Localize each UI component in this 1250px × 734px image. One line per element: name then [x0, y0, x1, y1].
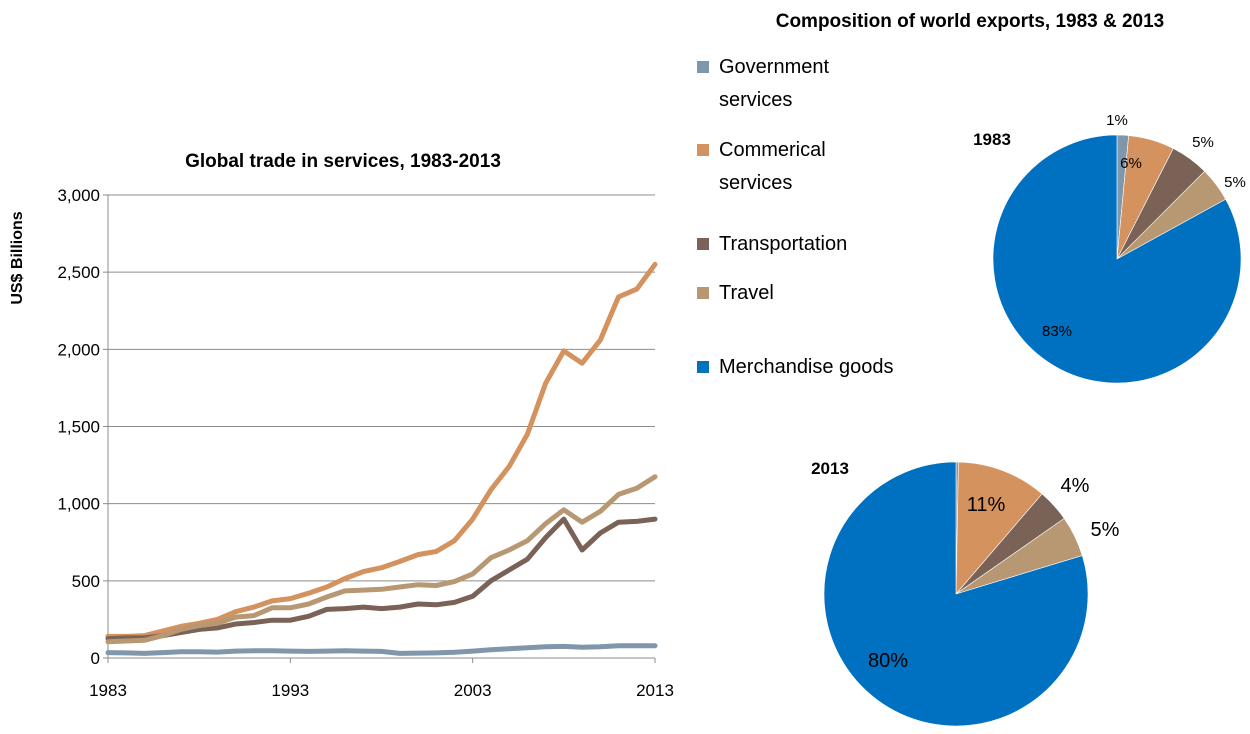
y-tick-label: 2,000 — [57, 340, 100, 359]
series-line-government — [105, 643, 658, 656]
pie-2013-label-commercial: 11% — [967, 494, 1006, 516]
y-tick-label: 1,000 — [57, 495, 100, 514]
x-tick-label: 1983 — [89, 681, 127, 700]
pie-2013-slice-commercial — [955, 461, 1043, 595]
legend-label-merchandise: Merchandise goods — [719, 356, 894, 378]
line-chart-title: Global trade in services, 1983-2013 — [185, 151, 501, 172]
pie-1983-label-travel: 5% — [1224, 174, 1246, 191]
legend-label-commercial: services — [719, 172, 792, 194]
y-tick-label: 1,500 — [57, 418, 100, 437]
legend-label-travel: Travel — [719, 282, 774, 304]
legend-swatch-transportation — [697, 238, 709, 250]
pie-charts: 1%6%5%5%83%11%4%5%80% — [823, 112, 1246, 727]
legend-label-commercial: Commerical — [719, 139, 826, 161]
y-tick-label: 0 — [91, 649, 100, 668]
series-line-travel — [105, 474, 658, 645]
pie-1983-label-government: 1% — [1106, 112, 1128, 129]
y-tick-label: 500 — [72, 572, 100, 591]
series-line-transportation — [105, 516, 658, 642]
x-tick-label: 2003 — [454, 681, 492, 700]
pie-2013-label-travel: 5% — [1091, 519, 1120, 541]
legend-swatch-government — [697, 61, 709, 73]
legend-label-transportation: Transportation — [719, 233, 847, 255]
legend-swatch-travel — [697, 287, 709, 299]
x-tick-label: 1993 — [271, 681, 309, 700]
pie-2013-label-merchandise: 80% — [868, 650, 908, 672]
x-tick-label: 2013 — [636, 681, 674, 700]
legend-label-government: Government — [719, 56, 829, 78]
pie-1983-label: 1983 — [973, 130, 1011, 149]
y-tick-label: 3,000 — [57, 186, 100, 205]
y-tick-label: 2,500 — [57, 263, 100, 282]
pie-2013-slice-merchandise — [823, 461, 1089, 727]
pie-1983-label-transportation: 5% — [1192, 134, 1214, 151]
legend-swatch-commercial — [697, 144, 709, 156]
line-chart: 0 500 1,000 1,500 2,000 2,500 3,000 1983 1993 200… — [57, 186, 673, 700]
pie-2013-label: 2013 — [811, 459, 849, 478]
pie-1983-label-merchandise: 83% — [1042, 323, 1072, 340]
legend: Government services Commerical services Tran… — [697, 56, 894, 378]
pie-1983-slice-merchandise — [992, 134, 1242, 384]
pie-2013-label-transportation: 4% — [1061, 475, 1090, 497]
pie-section-title: Composition of world exports, 1983 & 201… — [776, 11, 1165, 32]
y-axis-label: US$ Billions — [9, 211, 26, 304]
pie-1983-label-commercial: 6% — [1120, 155, 1142, 172]
legend-label-government: services — [719, 89, 792, 111]
legend-swatch-merchandise — [697, 361, 709, 373]
